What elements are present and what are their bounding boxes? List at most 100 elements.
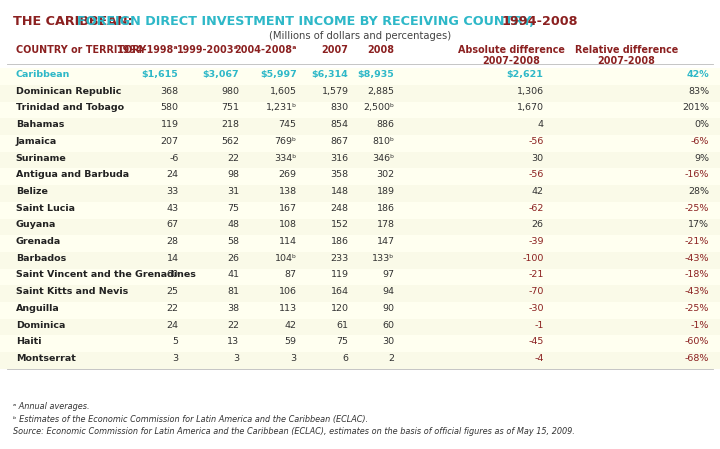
Text: 2,885: 2,885 <box>368 87 395 96</box>
Text: Dominica: Dominica <box>16 321 66 330</box>
Text: 60: 60 <box>382 321 395 330</box>
Text: 562: 562 <box>221 137 239 146</box>
Text: Relative difference
2007-2008: Relative difference 2007-2008 <box>575 45 678 66</box>
Text: 358: 358 <box>330 170 348 179</box>
Text: Saint Vincent and the Grenadines: Saint Vincent and the Grenadines <box>16 270 196 279</box>
Text: 26: 26 <box>227 254 239 263</box>
Text: -43%: -43% <box>685 254 709 263</box>
Text: 22: 22 <box>227 321 239 330</box>
Text: 186: 186 <box>377 204 395 213</box>
Text: 42: 42 <box>531 187 544 196</box>
Text: 31: 31 <box>227 187 239 196</box>
Text: 745: 745 <box>279 120 297 129</box>
Text: FOREIGN DIRECT INVESTMENT INCOME BY RECEIVING COUNTRY,: FOREIGN DIRECT INVESTMENT INCOME BY RECE… <box>77 15 539 28</box>
Text: 580: 580 <box>161 103 179 112</box>
Text: 248: 248 <box>330 204 348 213</box>
Text: Anguilla: Anguilla <box>16 304 60 313</box>
Text: Saint Lucia: Saint Lucia <box>16 204 75 213</box>
Text: 147: 147 <box>377 237 395 246</box>
Text: 233: 233 <box>330 254 348 263</box>
Text: Haiti: Haiti <box>16 337 41 346</box>
Text: COUNTRY or TERRITORY: COUNTRY or TERRITORY <box>16 45 146 55</box>
Text: -70: -70 <box>528 287 544 296</box>
Text: 167: 167 <box>279 204 297 213</box>
Text: -21: -21 <box>528 270 544 279</box>
Text: (Millions of dollars and percentages): (Millions of dollars and percentages) <box>269 31 451 40</box>
Text: $6,314: $6,314 <box>312 70 348 79</box>
Text: -4: -4 <box>534 354 544 363</box>
Text: 61: 61 <box>336 321 348 330</box>
Text: 3: 3 <box>172 354 179 363</box>
Text: Absolute difference
2007-2008: Absolute difference 2007-2008 <box>458 45 564 66</box>
Text: 90: 90 <box>382 304 395 313</box>
Text: $8,935: $8,935 <box>358 70 395 79</box>
Text: 346ᵇ: 346ᵇ <box>372 154 395 163</box>
Text: 13: 13 <box>227 337 239 346</box>
Text: -56: -56 <box>528 137 544 146</box>
Text: -45: -45 <box>528 337 544 346</box>
Text: 42: 42 <box>284 321 297 330</box>
Text: -6%: -6% <box>690 137 709 146</box>
Text: 867: 867 <box>330 137 348 146</box>
Text: 104ᵇ: 104ᵇ <box>274 254 297 263</box>
Text: 854: 854 <box>330 120 348 129</box>
Text: 98: 98 <box>227 170 239 179</box>
Text: Barbados: Barbados <box>16 254 66 263</box>
Text: -25%: -25% <box>685 204 709 213</box>
Text: 3: 3 <box>290 354 297 363</box>
Text: ᵃ Annual averages.: ᵃ Annual averages. <box>13 402 89 411</box>
Text: 269: 269 <box>279 170 297 179</box>
Text: 886: 886 <box>377 120 395 129</box>
Text: 1999-2003ᵃ: 1999-2003ᵃ <box>177 45 239 55</box>
Text: 302: 302 <box>377 170 395 179</box>
Text: 810ᵇ: 810ᵇ <box>372 137 395 146</box>
Text: 2007: 2007 <box>322 45 348 55</box>
Text: $5,997: $5,997 <box>260 70 297 79</box>
Text: 67: 67 <box>166 220 179 229</box>
Text: 189: 189 <box>377 187 395 196</box>
Text: 316: 316 <box>330 154 348 163</box>
Text: 97: 97 <box>382 270 395 279</box>
Text: 1,306: 1,306 <box>516 87 544 96</box>
Text: 2008: 2008 <box>368 45 395 55</box>
Text: 2004-2008ᵃ: 2004-2008ᵃ <box>234 45 297 55</box>
Text: 4: 4 <box>538 120 544 129</box>
Text: Source: Economic Commission for Latin America and the Caribbean (ECLAC), estimat: Source: Economic Commission for Latin Am… <box>13 427 575 436</box>
Text: 22: 22 <box>166 304 179 313</box>
Text: 75: 75 <box>227 204 239 213</box>
Text: 94: 94 <box>382 287 395 296</box>
Text: Saint Kitts and Nevis: Saint Kitts and Nevis <box>16 287 128 296</box>
Text: 81: 81 <box>227 287 239 296</box>
Text: 9%: 9% <box>694 154 709 163</box>
Text: -43%: -43% <box>685 287 709 296</box>
Text: Montserrat: Montserrat <box>16 354 76 363</box>
Text: 3: 3 <box>233 354 239 363</box>
Text: 218: 218 <box>221 120 239 129</box>
Text: 334ᵇ: 334ᵇ <box>274 154 297 163</box>
Text: $1,615: $1,615 <box>142 70 179 79</box>
Text: Suriname: Suriname <box>16 154 66 163</box>
Text: 87: 87 <box>284 270 297 279</box>
Text: -68%: -68% <box>685 354 709 363</box>
Text: -18%: -18% <box>685 270 709 279</box>
Text: 119: 119 <box>161 120 179 129</box>
Text: Grenada: Grenada <box>16 237 61 246</box>
Text: -16%: -16% <box>685 170 709 179</box>
Text: -60%: -60% <box>685 337 709 346</box>
Text: 48: 48 <box>227 220 239 229</box>
Text: Bahamas: Bahamas <box>16 120 64 129</box>
Text: $2,621: $2,621 <box>507 70 544 79</box>
Text: 1,231ᵇ: 1,231ᵇ <box>266 103 297 112</box>
Text: Belize: Belize <box>16 187 48 196</box>
Text: 133ᵇ: 133ᵇ <box>372 254 395 263</box>
Text: -6: -6 <box>169 154 179 163</box>
Text: 58: 58 <box>227 237 239 246</box>
Text: -21%: -21% <box>685 237 709 246</box>
Text: -1: -1 <box>534 321 544 330</box>
Text: 120: 120 <box>330 304 348 313</box>
Text: 1,605: 1,605 <box>269 87 297 96</box>
Text: 6: 6 <box>343 354 348 363</box>
Text: 26: 26 <box>531 220 544 229</box>
Text: -1%: -1% <box>690 321 709 330</box>
Text: 751: 751 <box>221 103 239 112</box>
